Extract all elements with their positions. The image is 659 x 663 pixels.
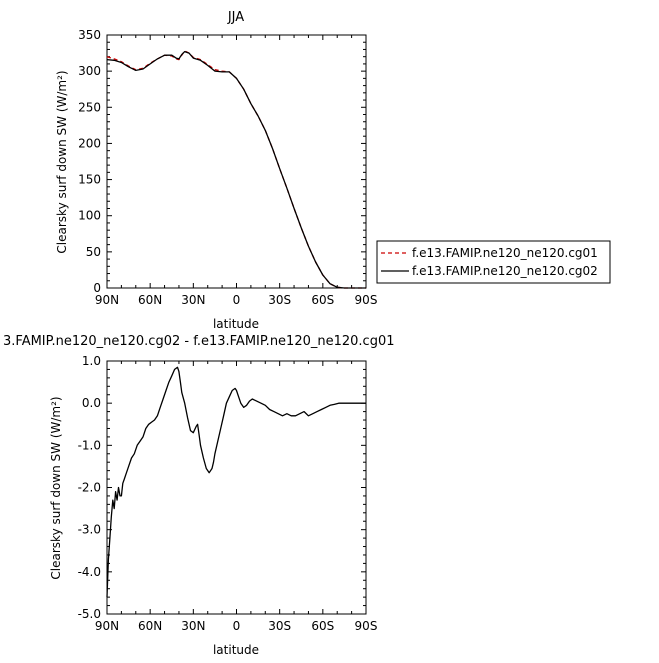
chart-top-series [106,50,366,289]
chart-top: JJA 90N 60N 30N 0 30S 60S 90S 0 50 100 150 200 250 30… [55,10,377,331]
top-ytick-label: 50 [86,245,101,259]
bottom-xtick-label: 60S [311,619,334,633]
bottom-xtick-label: 0 [233,619,241,633]
legend-label-cg01: f.e13.FAMIP.ne120_ne120.cg01 [412,246,598,260]
chart-top-title: JJA [227,10,244,25]
chart-top-ticks: 90N 60N 30N 0 30S 60S 90S 0 50 100 150 200 250 300 350 [78,28,377,307]
top-xtick-label: 60S [311,293,334,307]
top-xtick-label: 30S [268,293,291,307]
bottom-ytick-label: -3.0 [78,523,101,537]
top-ytick-label: 350 [78,28,101,42]
chart-bottom-series [106,366,366,598]
top-xtick-label: 90N [95,293,119,307]
chart-bottom-title: 3.FAMIP.ne120_ne120.cg02 - f.e13.FAMIP.n… [3,334,395,349]
bottom-series-line-0 [106,366,366,598]
top-xtick-label: 0 [233,293,241,307]
bottom-ytick-label: -5.0 [78,607,101,621]
bottom-xtick-label: 90S [355,619,378,633]
chart-bottom-frame [106,360,367,615]
bottom-ytick-label: -1.0 [78,438,101,452]
legend-box [376,240,611,284]
chart-top-frame [106,34,367,289]
chart-bottom: 3.FAMIP.ne120_ne120.cg02 - f.e13.FAMIP.n… [3,334,395,657]
chart-top-ylabel: Clearsky surf down SW (W/m²) [55,70,69,253]
chart-bottom-ticks: 90N 60N 30N 0 30S 60S 90S -5.0 -4.0 -3.0 -2.0 -1.0 0… [78,354,378,633]
chart-top-xlabel: latitude [213,317,259,331]
bottom-ytick-label: -4.0 [78,565,101,579]
bottom-ytick-label: 1.0 [82,354,101,368]
top-ytick-label: 150 [78,173,101,187]
legend-label-cg02: f.e13.FAMIP.ne120_ne120.cg02 [412,264,598,278]
bottom-xtick-label: 90N [95,619,119,633]
top-ytick-label: 200 [78,136,101,150]
top-series-line-1 [106,50,366,289]
bottom-xtick-label: 60N [138,619,162,633]
bottom-xtick-label: 30N [181,619,205,633]
bottom-ytick-label: 0.0 [82,396,101,410]
legend: f.e13.FAMIP.ne120_ne120.cg01 f.e13.FAMIP… [376,240,611,284]
chart-bottom-xlabel: latitude [213,643,259,657]
top-xtick-label: 30N [181,293,205,307]
bottom-ytick-label: -2.0 [78,481,101,495]
bottom-xtick-label: 30S [268,619,291,633]
top-ytick-label: 100 [78,209,101,223]
top-series-line-0 [106,50,366,289]
chart-bottom-ylabel: Clearsky surf down SW (W/m²) [49,396,63,579]
top-ytick-label: 0 [93,281,101,295]
top-xtick-label: 60N [138,293,162,307]
top-xtick-label: 90S [355,293,378,307]
top-ytick-label: 300 [78,64,101,78]
top-ytick-label: 250 [78,100,101,114]
